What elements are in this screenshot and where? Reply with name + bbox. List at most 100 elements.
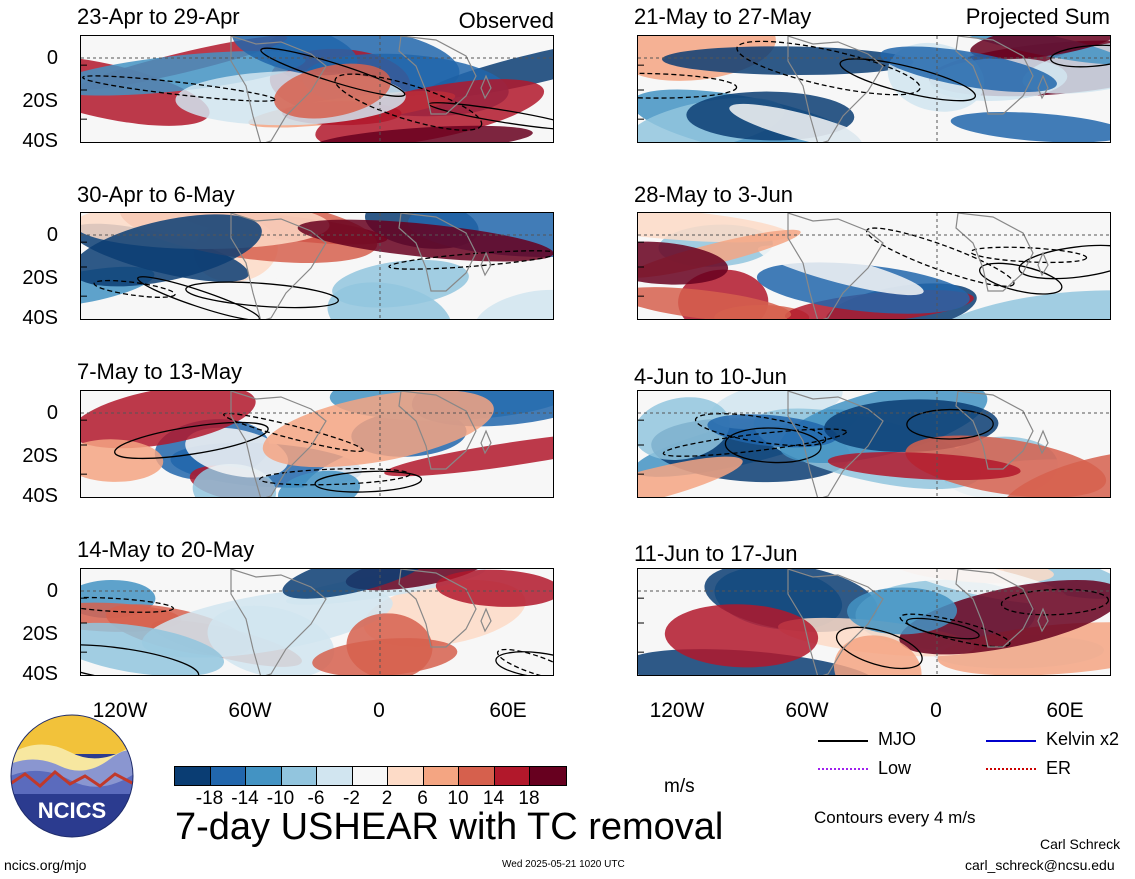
africa-outline (955, 569, 1034, 648)
shear-anomaly-blob (312, 125, 533, 142)
shear-anomaly-blob (262, 391, 494, 468)
shear-anomaly-blob (282, 569, 430, 599)
shear-anomaly-blob (833, 635, 922, 675)
shear-anomaly-blob (277, 470, 361, 497)
map-panel (80, 212, 554, 320)
footer-url: ncics.org/mjo (4, 857, 87, 873)
colorbar-swatch (352, 767, 388, 785)
shear-anomaly-blob (297, 219, 553, 262)
colorbar-swatch (494, 767, 530, 785)
footer-author: Carl Schreck (1040, 836, 1121, 852)
contour-line (979, 262, 1063, 295)
madagascar-outline (1037, 429, 1049, 455)
colorbar-label: 10 (447, 788, 469, 809)
y-tick-label: 20S (22, 445, 58, 467)
y-tick-label: 20S (22, 623, 58, 645)
y-tick-label: 0 (46, 402, 58, 424)
contour-line (314, 470, 423, 493)
footer-timestamp: Wed 2025-05-21 1020 UTC (502, 859, 625, 870)
contour-line (93, 279, 176, 298)
colorbar-swatch (388, 767, 424, 785)
madagascar-outline (1037, 251, 1049, 277)
y-tick-label: 0 (46, 47, 58, 69)
contour-line (496, 648, 553, 675)
contour-line (906, 408, 994, 440)
shear-anomaly-blob (81, 51, 306, 96)
shear-anomaly-blob (899, 579, 1110, 655)
shear-anomaly-blob (81, 391, 256, 449)
contour-line (839, 58, 977, 102)
shear-field (81, 569, 553, 675)
south-america-outline (787, 213, 884, 319)
shear-anomaly-blob (81, 214, 262, 287)
shear-anomaly-blob (898, 213, 995, 242)
south-america-outline (230, 213, 327, 319)
south-america-outline (230, 569, 327, 675)
shear-anomaly-blob (970, 36, 1110, 60)
legend-low-line (818, 768, 868, 770)
colorbar-label: -10 (266, 788, 295, 809)
legend-kelvin-line (986, 740, 1036, 742)
shear-anomaly-blob (847, 587, 958, 635)
contour-line (81, 644, 200, 675)
shear-anomaly-blob (384, 431, 553, 477)
x-tick-label: 120W (92, 699, 148, 722)
y-tick-label: 20S (22, 90, 58, 112)
colorbar-label: -6 (307, 788, 325, 809)
map-panel (637, 212, 1111, 320)
panel-title: 23-Apr to 29-Apr (77, 4, 240, 29)
y-tick-label: 40S (22, 307, 58, 329)
contour-line (81, 596, 175, 613)
x-tick-label: 0 (930, 699, 942, 722)
panel-title: 30-Apr to 6-May (77, 182, 235, 207)
shear-field (81, 213, 553, 319)
africa-outline (398, 213, 477, 292)
colorbar-swatch (210, 767, 246, 785)
map-panel (80, 390, 554, 498)
x-tick-label: 0 (373, 699, 385, 722)
madagascar-outline (1037, 74, 1049, 100)
shear-anomaly-blob (707, 414, 838, 448)
madagascar-outline (480, 74, 492, 100)
contour-line (82, 75, 276, 102)
panel-tag-observed: Observed (458, 8, 554, 33)
colorbar-swatch (459, 767, 495, 785)
logo-text: NCICS (38, 798, 106, 823)
ncics-logo: NCICS (10, 714, 134, 838)
shear-anomaly-blob (880, 46, 1057, 93)
madagascar-outline (1037, 607, 1049, 633)
colorbar-label: -2 (343, 788, 360, 809)
south-america-outline (787, 36, 884, 142)
colorbar-label: -18 (195, 788, 224, 809)
contour-line (899, 613, 1011, 648)
shear-anomaly-blob (81, 622, 225, 675)
shear-anomaly-blob (638, 649, 878, 675)
shear-anomaly-blob (185, 427, 289, 478)
panel-title: 4-Jun to 10-Jun (634, 364, 787, 389)
map-panel (637, 568, 1111, 676)
legend-er-line (986, 768, 1036, 770)
colorbar-label: 6 (417, 788, 428, 809)
panel-title: 11-Jun to 17-Jun (634, 541, 798, 566)
colorbar-label: 14 (482, 788, 505, 809)
africa-outline (398, 36, 477, 115)
south-america-outline (787, 569, 884, 675)
contour-line (694, 413, 827, 447)
africa-outline (398, 391, 477, 470)
panel-title: 28-May to 3-Jun (634, 182, 793, 207)
contour-line (1000, 588, 1110, 616)
shear-field (638, 391, 1110, 497)
shear-anomaly-blob (664, 604, 819, 668)
map-panel (80, 568, 554, 676)
y-tick-label: 40S (22, 663, 58, 685)
africa-outline (398, 569, 477, 648)
contour-line (388, 250, 553, 270)
colorbar-label: 18 (518, 788, 540, 809)
shear-anomaly-blob (936, 290, 1110, 319)
contour-line (334, 73, 483, 131)
colorbar-swatch (530, 767, 566, 785)
x-tick-label: 60E (1046, 699, 1084, 722)
y-tick-label: 20S (22, 267, 58, 289)
madagascar-outline (480, 607, 492, 633)
map-panel (637, 35, 1111, 143)
